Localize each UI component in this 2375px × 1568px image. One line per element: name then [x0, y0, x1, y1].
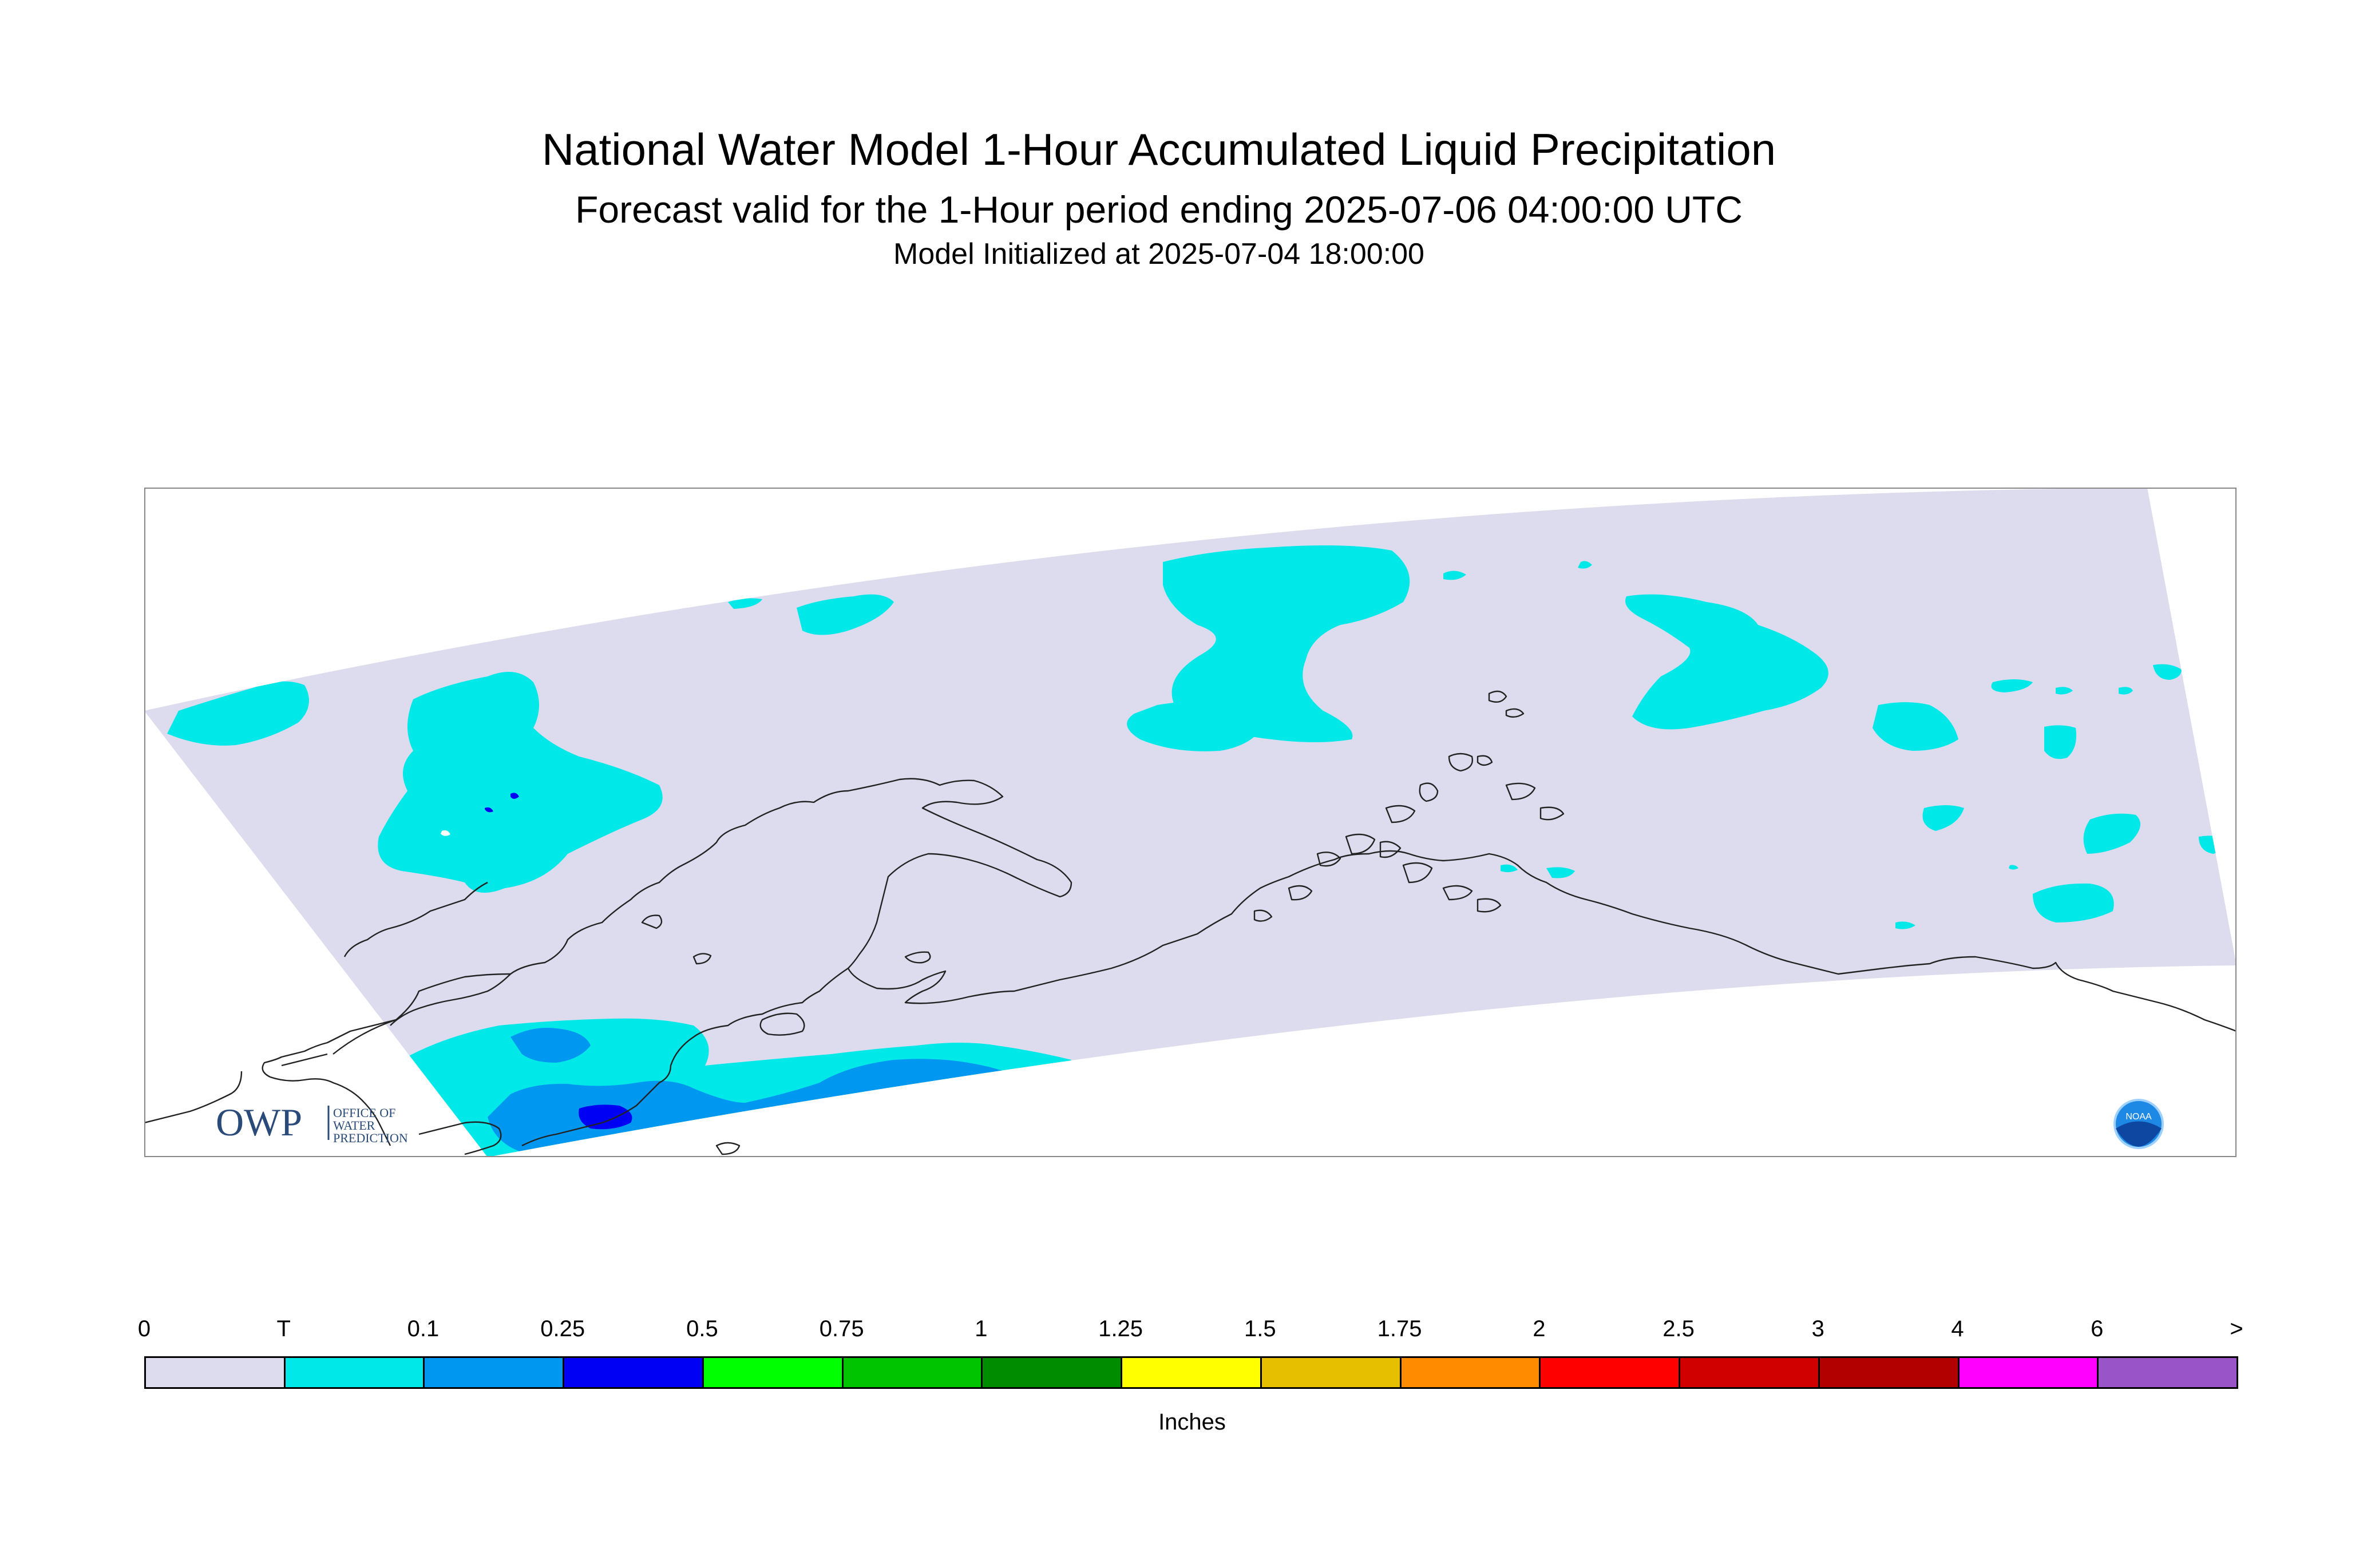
chart-title: National Water Model 1-Hour Accumulated … — [541, 124, 1776, 175]
legend-tick-label: T — [276, 1316, 291, 1341]
legend-tick-label: > — [2230, 1316, 2243, 1341]
legend-tick-label: 1 — [975, 1316, 988, 1341]
model-init-line: Model Initialized at 2025-07-04 18:00:00 — [893, 237, 1424, 271]
legend-swatch-12 — [1818, 1356, 1960, 1389]
noaa-logo: NOAA — [2113, 1099, 2164, 1149]
owp-logo-letters: OWP — [216, 1100, 302, 1144]
noaa-logo-text: NOAA — [2125, 1112, 2152, 1122]
legend-swatch-9 — [1399, 1356, 1541, 1389]
precip-areas — [167, 545, 2227, 1157]
legend-swatch-14 — [2097, 1356, 2238, 1389]
owp-logo-line2: WATER — [333, 1118, 375, 1133]
precipitation-map: OWP OFFICE OF WATER PREDICTION NOAA — [144, 488, 2237, 1157]
legend-units-label: Inches — [1158, 1409, 1226, 1435]
owp-logo-line3: PREDICTION — [333, 1131, 408, 1145]
legend-swatch-3 — [563, 1356, 704, 1389]
legend-tick-label: 1.5 — [1244, 1316, 1276, 1341]
legend-swatch-11 — [1679, 1356, 1820, 1389]
legend-tick-label: 0.5 — [686, 1316, 718, 1341]
legend-tick-label: 0 — [137, 1316, 151, 1341]
legend-tick-label: 2.5 — [1662, 1316, 1695, 1341]
legend-swatch-2 — [423, 1356, 565, 1389]
legend-tick-label: 0.25 — [540, 1316, 585, 1341]
precip-moderate-areas — [485, 793, 632, 1130]
legend-tick-label: 1.25 — [1098, 1316, 1143, 1341]
legend-tick-label: 3 — [1811, 1316, 1824, 1341]
legend-tick-label: 6 — [2091, 1316, 2104, 1341]
legend-tick-label: 4 — [1951, 1316, 1964, 1341]
legend-swatch-10 — [1539, 1356, 1681, 1389]
legend-swatch-5 — [841, 1356, 983, 1389]
legend-swatch-8 — [1260, 1356, 1402, 1389]
legend-swatch-0 — [144, 1356, 286, 1389]
legend-tick-label: 2 — [1533, 1316, 1546, 1341]
legend-tick-label: 1.75 — [1377, 1316, 1422, 1341]
legend-swatch-7 — [1121, 1356, 1262, 1389]
chart-subtitle: Forecast valid for the 1-Hour period end… — [575, 188, 1743, 231]
legend-swatch-6 — [981, 1356, 1123, 1389]
legend-swatch-4 — [702, 1356, 844, 1389]
map-frame — [144, 488, 2237, 1157]
legend-swatch-13 — [1957, 1356, 2099, 1389]
legend-tick-label: 0.1 — [407, 1316, 440, 1341]
owp-logo-line1: OFFICE OF — [333, 1106, 395, 1120]
legend-swatch-1 — [283, 1356, 425, 1389]
legend-tick-label: 0.75 — [819, 1316, 864, 1341]
owp-logo: OWP OFFICE OF WATER PREDICTION — [216, 1100, 408, 1145]
coastlines — [144, 690, 2237, 1155]
